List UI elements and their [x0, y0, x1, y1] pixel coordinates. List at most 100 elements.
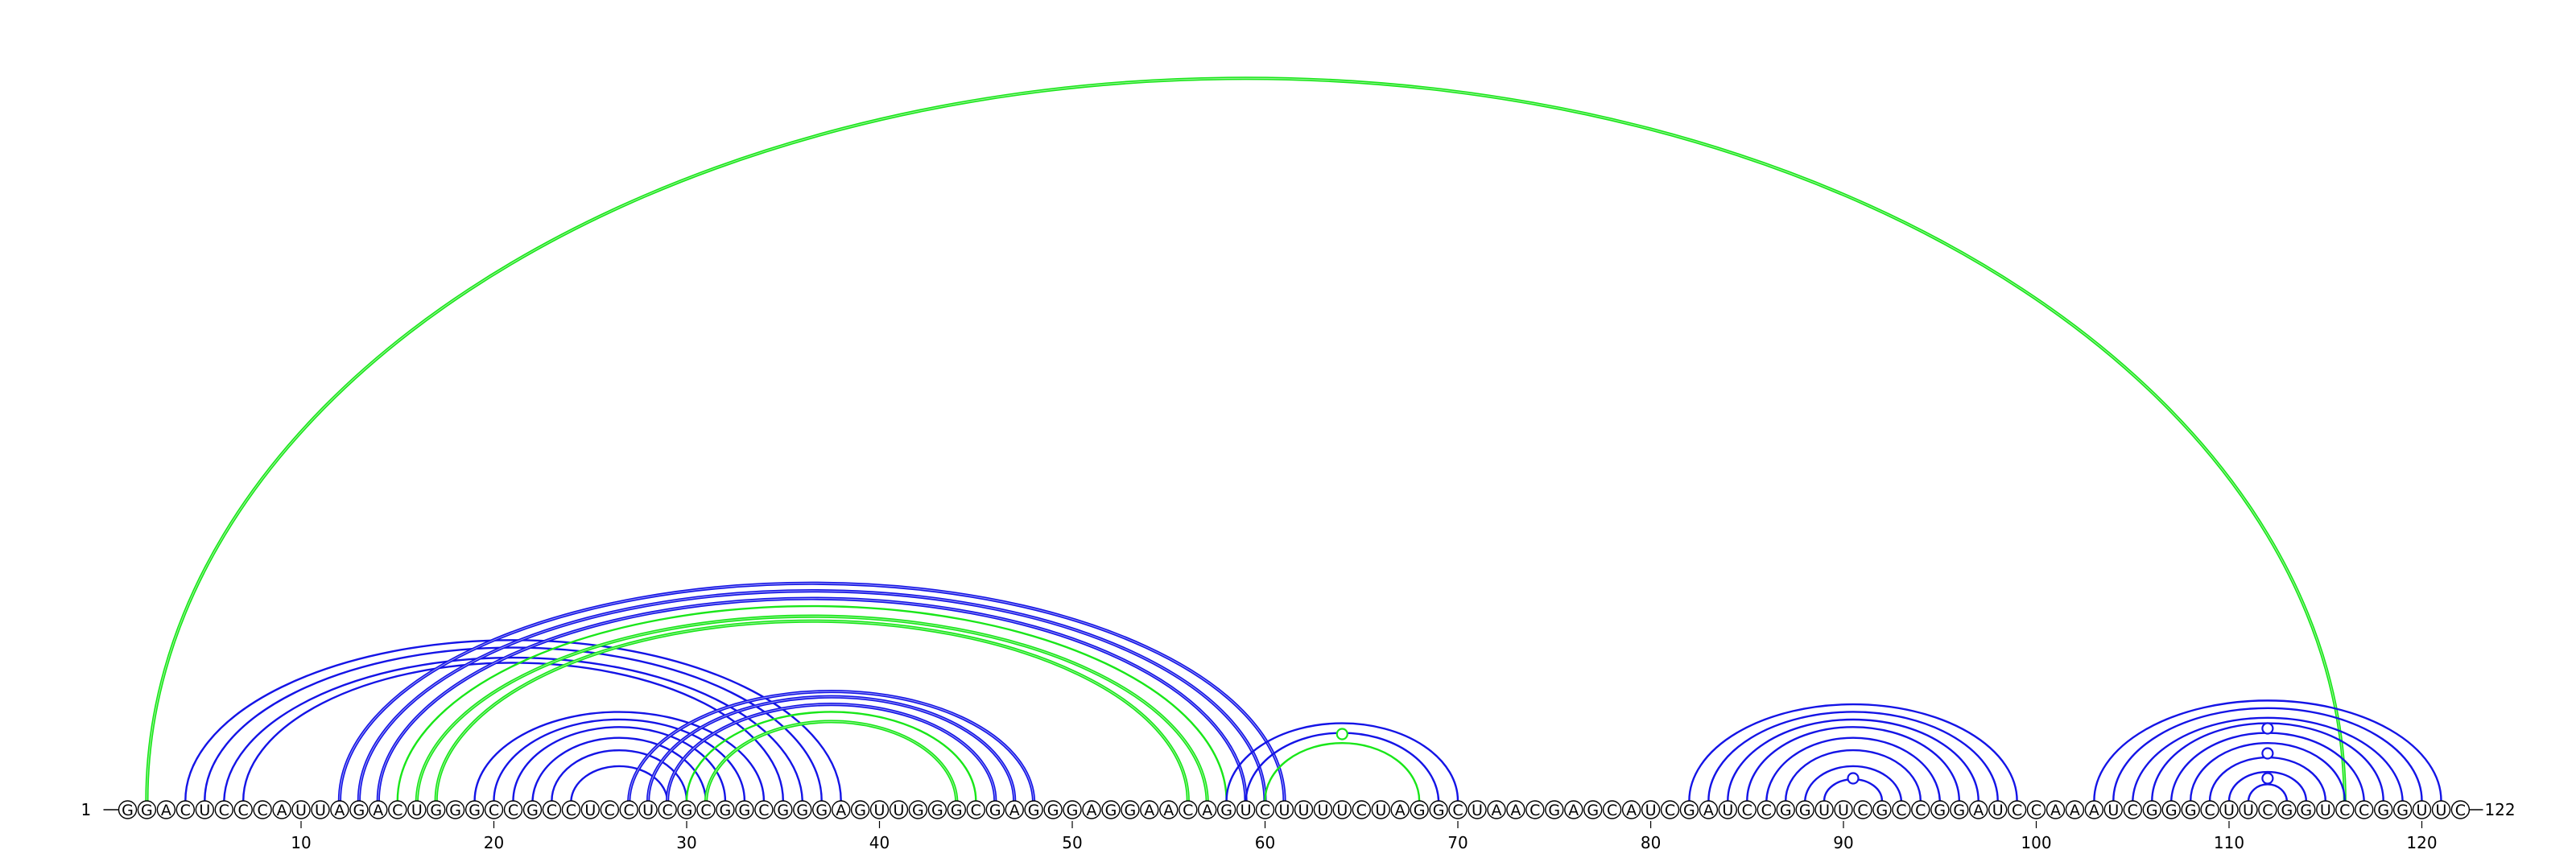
nucleotide: G: [349, 800, 369, 819]
nucleotide: A: [272, 800, 291, 819]
nucleotide-letter: C: [662, 802, 672, 819]
nucleotide-letter: G: [681, 802, 693, 819]
nucleotide-letter: A: [2089, 802, 2099, 819]
nucleotide-circle: [195, 800, 215, 819]
nucleotide: U: [1641, 800, 1661, 819]
nucleotide-letter: G: [1934, 802, 1946, 819]
nucleotide: G: [118, 800, 138, 819]
nucleotide: U: [2431, 800, 2451, 819]
nucleotide-letter: G: [469, 802, 481, 819]
nucleotide: C: [1737, 800, 1757, 819]
nucleotide-circle: [1236, 800, 1256, 819]
nucleotide: C: [2007, 800, 2027, 819]
nucleotide: C: [542, 800, 562, 819]
nucleotide-letter: C: [971, 802, 981, 819]
tick-label: 60: [1255, 833, 1275, 852]
nucleotide-circle: [1737, 800, 1757, 819]
nucleotide: C: [503, 800, 523, 819]
nucleotide: G: [2142, 800, 2162, 819]
base-pair-arc-highlight: [358, 590, 1266, 802]
nucleotide-circle: [1159, 800, 1179, 819]
tick-label: 90: [1833, 833, 1853, 852]
nucleotide: G: [1583, 800, 1603, 819]
nucleotide-circle: [1506, 800, 1525, 819]
nucleotide-circle: [850, 800, 870, 819]
nucleotide-letter: G: [2165, 802, 2178, 819]
nucleotide: U: [638, 800, 658, 819]
nucleotide-letter: U: [2223, 802, 2235, 819]
nucleotide: G: [985, 800, 1005, 819]
nucleotide-letter: G: [951, 802, 963, 819]
nucleotide: G: [1063, 800, 1082, 819]
nucleotide-circle: [927, 800, 947, 819]
nucleotide: C: [1448, 800, 1468, 819]
nucleotide-letter: C: [1183, 802, 1193, 819]
nucleotide-circle: [1583, 800, 1603, 819]
nucleotide-circle: [1197, 800, 1217, 819]
nucleotide: G: [2161, 800, 2181, 819]
nucleotide-circle: [369, 800, 388, 819]
nucleotide-circle: [2142, 800, 2162, 819]
nucleotide: G: [1776, 800, 1795, 819]
nucleotide-letter: A: [1395, 802, 1406, 819]
nucleotide-letter: U: [1818, 802, 1830, 819]
nucleotide-letter: A: [1626, 802, 1637, 819]
nucleotide: A: [330, 800, 349, 819]
nucleotide-letter: G: [1414, 802, 1426, 819]
loop-marker: [1847, 772, 1860, 785]
base-pair-arc: [551, 749, 688, 802]
nucleotide: C: [1179, 800, 1198, 819]
nucleotide-circle: [349, 800, 369, 819]
nucleotide: C: [388, 800, 407, 819]
nucleotide-letter: G: [2185, 802, 2197, 819]
end-label: 122: [2484, 800, 2515, 819]
base-pair-arc-highlight: [378, 597, 1247, 802]
nucleotide-letter: C: [1761, 802, 1772, 819]
base-pair-arc: [1707, 711, 1999, 802]
nucleotide-letter: G: [2281, 802, 2293, 819]
base-pair-arc: [396, 604, 1228, 802]
nucleotide-circle: [658, 800, 677, 819]
nucleotide-letter: C: [2031, 802, 2041, 819]
nucleotide-letter: U: [411, 802, 423, 819]
nucleotide-letter: C: [1742, 802, 1752, 819]
nucleotide-circle: [1641, 800, 1661, 819]
nucleotide-circle: [1679, 800, 1699, 819]
nucleotide: A: [1005, 800, 1024, 819]
nucleotide: C: [2200, 800, 2219, 819]
nucleotide-circle: [2335, 800, 2355, 819]
nucleotide: C: [966, 800, 986, 819]
nucleotide-letter: A: [2070, 802, 2080, 819]
nucleotide-letter: C: [508, 802, 518, 819]
nucleotide: A: [1082, 800, 1101, 819]
nucleotide-letter: G: [2300, 802, 2312, 819]
nucleotide-letter: C: [2262, 802, 2273, 819]
nucleotide-circle: [253, 800, 272, 819]
nucleotide-letter: A: [1492, 802, 1502, 819]
nucleotide-letter: U: [1298, 802, 1310, 819]
nucleotide: G: [908, 800, 928, 819]
nucleotide-letter: G: [931, 802, 943, 819]
nucleotide-letter: G: [430, 802, 442, 819]
base-pair-arc: [512, 726, 727, 802]
base-pair-arc: [2093, 699, 2442, 802]
nucleotide-circle: [427, 800, 446, 819]
tick-label: 10: [291, 833, 311, 852]
nucleotide: U: [1332, 800, 1352, 819]
backbone: 1 122: [81, 800, 2516, 819]
nucleotide-circle: [291, 800, 311, 819]
nucleotide: G: [445, 800, 465, 819]
loop-marker: [1335, 728, 1348, 740]
nucleotide-circle: [908, 800, 928, 819]
nucleotide: G: [2373, 800, 2393, 819]
nucleotide: G: [1545, 800, 1564, 819]
nucleotide-circle: [966, 800, 986, 819]
nucleotide-circle: [677, 800, 696, 819]
nucleotide-circle: [2316, 800, 2335, 819]
nucleotide-letter: A: [1163, 802, 1174, 819]
nucleotide-circle: [1063, 800, 1082, 819]
nucleotide: U: [1834, 800, 1853, 819]
nucleotide-letter: A: [373, 802, 383, 819]
nucleotide-circle: [580, 800, 600, 819]
